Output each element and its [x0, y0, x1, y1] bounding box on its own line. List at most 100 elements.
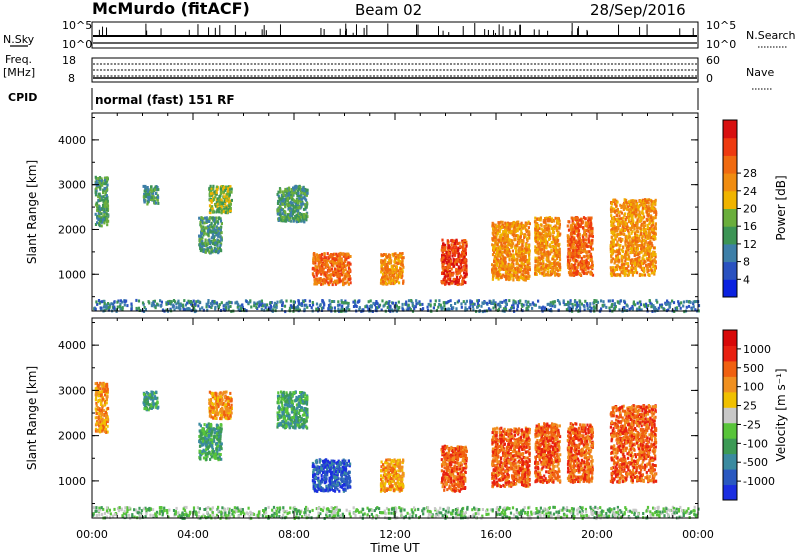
power-echo-cell [581, 270, 584, 274]
power-echo-cell [456, 242, 459, 246]
power-echo-cell [527, 272, 530, 275]
power-echo-cell [587, 270, 590, 274]
power-echo-cell [229, 305, 232, 308]
power-echo-cell [619, 210, 622, 214]
power-echo-cell [641, 206, 644, 210]
power-echo-cell [384, 260, 387, 264]
power-echo-cell [626, 304, 629, 308]
nsky-label: N.Sky [3, 33, 35, 46]
power-echo-cell [548, 238, 551, 241]
power-echo-cell [305, 201, 308, 205]
power-echo-cell [572, 227, 575, 231]
power-echo-cell [326, 263, 329, 267]
power-echo-cell [508, 278, 511, 282]
power-echo-cell [512, 262, 515, 266]
power-echo-cell [572, 271, 575, 274]
power-echo-cell [144, 187, 147, 191]
power-echo-cell [152, 188, 155, 192]
power-echo-cell [230, 301, 233, 305]
power-echo-cell [620, 270, 623, 274]
power-echo-cell [206, 248, 210, 252]
power-echo-cell [650, 255, 654, 259]
power-echo-cell [504, 266, 507, 270]
power-echo-cell [337, 272, 340, 275]
power-echo-cell [549, 264, 552, 268]
power-echo-cell [294, 199, 297, 203]
power-echo-cell [225, 206, 228, 210]
power-echo-cell [522, 275, 526, 278]
power-echo-cell [584, 224, 587, 228]
power-echo-cell [630, 221, 633, 225]
power-echo-cell [610, 214, 613, 218]
power-echo-cell [624, 218, 627, 221]
power-echo-cell [568, 306, 572, 310]
power-echo-cell [201, 232, 204, 236]
power-echo-cell [323, 255, 326, 259]
power-echo-cell [455, 267, 458, 271]
power-echo-cell [516, 260, 519, 264]
power-echo-cell [617, 260, 620, 264]
power-echo-cell [153, 299, 156, 303]
power-echo-cell [514, 267, 517, 271]
power-echo-cell [400, 276, 403, 280]
power-echo-cell [210, 207, 213, 211]
power-echo-cell [106, 204, 110, 208]
power-echo-cell [104, 190, 107, 194]
power-echo-cell [679, 306, 682, 310]
power-echo-cell [148, 189, 151, 193]
power-echo-cell [602, 300, 605, 304]
power-echo-cell [608, 306, 611, 310]
power-echo-cell [618, 247, 621, 251]
power-echo-cell [524, 223, 527, 227]
power-echo-cell [496, 274, 499, 278]
power-echo-cell [442, 256, 445, 260]
power-echo-cell [284, 197, 287, 201]
power-echo-cell [636, 238, 639, 242]
power-echo-cell [510, 265, 513, 269]
power-echo-cell [514, 227, 517, 231]
power-echo-cell [313, 268, 316, 272]
power-echo-cell [150, 196, 153, 200]
power-echo-cell [649, 252, 653, 256]
power-echo-cell [289, 200, 292, 204]
power-echo-cell [316, 254, 319, 258]
power-echo-cell [647, 214, 650, 218]
power-echo-cell [341, 278, 344, 282]
power-echo-cell [213, 190, 216, 194]
power-echo-cell [557, 238, 560, 242]
power-echo-cell [571, 224, 574, 227]
power-echo-cell [342, 271, 345, 275]
power-echo-cell [494, 240, 497, 244]
power-echo-cell [541, 241, 544, 245]
power-echo-cell [523, 224, 526, 228]
power-echo-cell [632, 204, 635, 208]
power-echo-cell [214, 241, 217, 245]
power-echo-cell [633, 254, 636, 257]
power-echo-cell [520, 261, 523, 265]
power-echo-cell [618, 266, 622, 269]
power-echo-cell [318, 266, 321, 269]
power-echo-cell [629, 243, 632, 247]
power-echo-cell [627, 213, 630, 217]
power-echo-cell [498, 239, 501, 242]
power-echo-cell [534, 219, 537, 223]
power-echo-cell [336, 264, 339, 268]
power-echo-cell [442, 265, 445, 269]
power-echo-cell [387, 261, 390, 265]
power-echo-cell [281, 212, 284, 216]
power-echo-cell [623, 262, 626, 266]
power-echo-cell [650, 203, 653, 207]
power-echo-cell [518, 224, 521, 228]
power-echo-cell [462, 252, 465, 256]
power-echo-cell [630, 268, 633, 272]
power-echo-cell [155, 188, 158, 192]
power-echo-cell [285, 218, 288, 222]
power-echo-cell [382, 259, 385, 263]
power-echo-cell [578, 247, 582, 251]
power-echo-cell [255, 305, 258, 309]
power-echo-cell [289, 219, 292, 223]
power-echo-cell [494, 263, 497, 267]
power-echo-cell [520, 221, 523, 225]
power-echo-cell [641, 223, 645, 227]
power-echo-cell [548, 216, 552, 220]
